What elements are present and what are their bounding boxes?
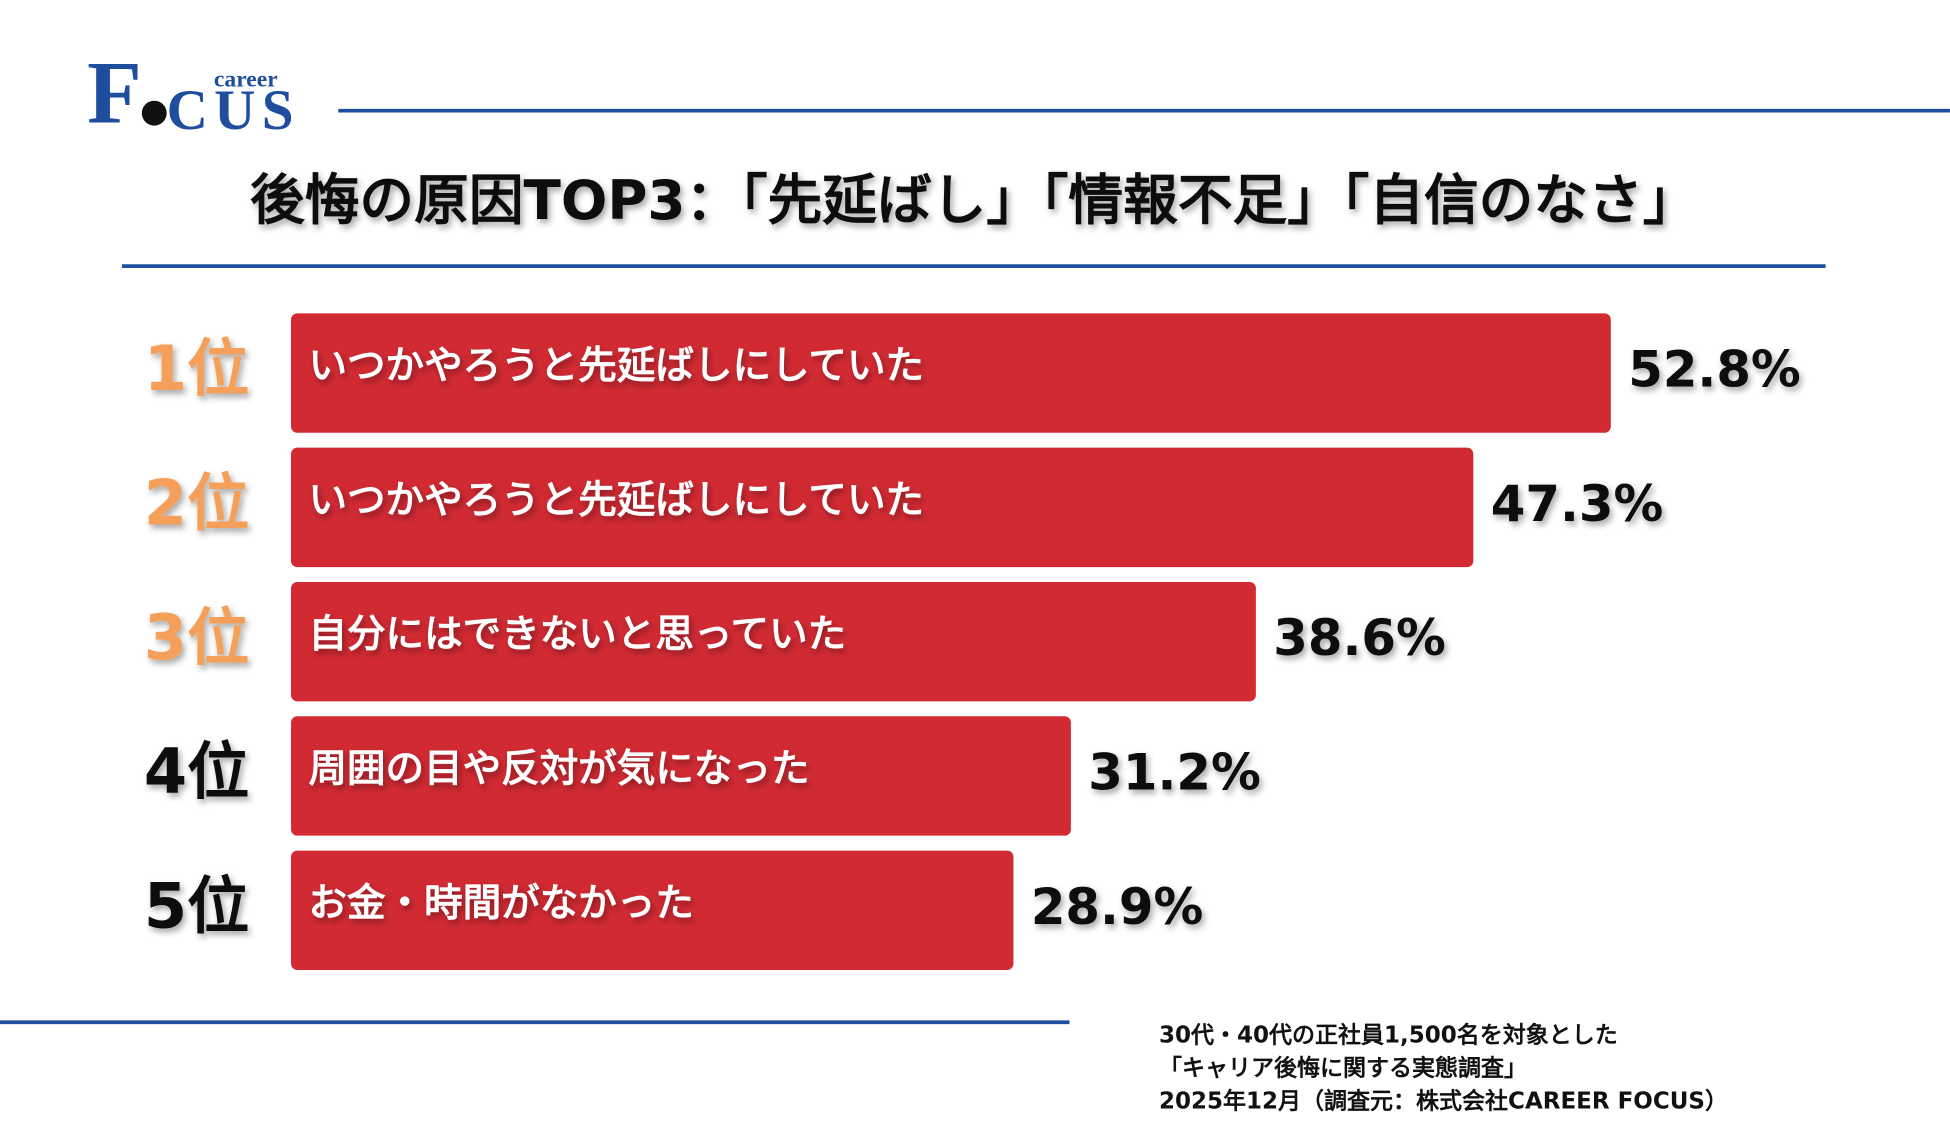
logo: F CUS career bbox=[87, 44, 293, 143]
rank-label: 5位 bbox=[144, 869, 249, 942]
bar bbox=[291, 850, 1014, 970]
value-label: 28.9% bbox=[1031, 878, 1204, 936]
bar-label: お金・時間がなかった bbox=[308, 881, 693, 926]
source-line: 「キャリア後悔に関する実態調査」 bbox=[1159, 1054, 1527, 1081]
chart-title: 後悔の原因TOP3：「先延ばし」「情報不足」「自信のなさ」 bbox=[250, 168, 1698, 232]
value-label: 31.2% bbox=[1088, 743, 1261, 801]
logo-cus: CUS bbox=[167, 79, 294, 142]
rank-label: 2位 bbox=[144, 466, 249, 539]
source-line: 30代・40代の正社員1,500名を対象とした bbox=[1159, 1021, 1618, 1048]
bar bbox=[291, 447, 1474, 568]
bar bbox=[291, 581, 1256, 702]
bar-label: 自分にはできないと思っていた bbox=[308, 612, 846, 657]
logo-f: F bbox=[87, 44, 142, 143]
logo-dot bbox=[141, 100, 167, 126]
rank-label: 4位 bbox=[144, 735, 249, 808]
source-line: 2025年12月（調査元：株式会社CAREER FOCUS） bbox=[1159, 1087, 1728, 1114]
rank-label: 1位 bbox=[144, 332, 249, 405]
value-label: 38.6% bbox=[1273, 609, 1446, 667]
bar-label: 周囲の目や反対が気になった bbox=[308, 747, 809, 792]
bar-label: いつかやろうと先延ばしにしていた bbox=[308, 478, 924, 523]
rank-label: 3位 bbox=[144, 601, 249, 674]
value-label: 47.3% bbox=[1491, 475, 1664, 533]
logo-career: career bbox=[214, 66, 278, 92]
bar-label: いつかやろうと先延ばしにしていた bbox=[308, 344, 924, 389]
bar bbox=[291, 716, 1071, 836]
bar bbox=[291, 313, 1611, 433]
value-label: 52.8% bbox=[1628, 341, 1801, 399]
source-note: 30代・40代の正社員1,500名を対象とした「キャリア後悔に関する実態調査」 2… bbox=[1159, 1021, 1728, 1114]
